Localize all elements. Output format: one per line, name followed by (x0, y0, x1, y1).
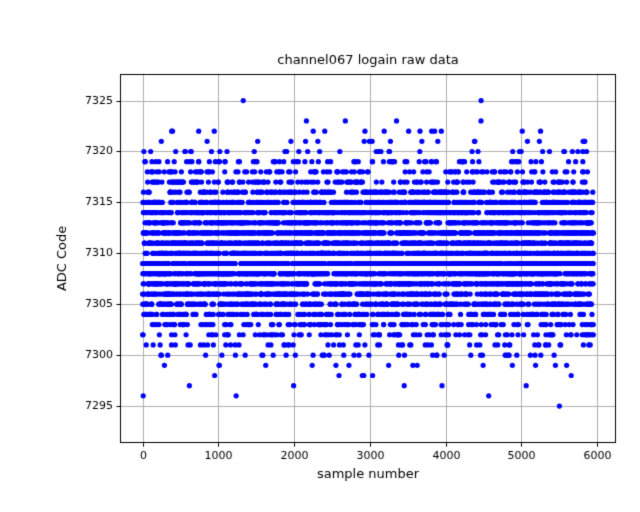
scatter-chart-canvas (40, 16, 640, 496)
scatter-figure: channel067 logain raw data sample number… (40, 16, 640, 496)
